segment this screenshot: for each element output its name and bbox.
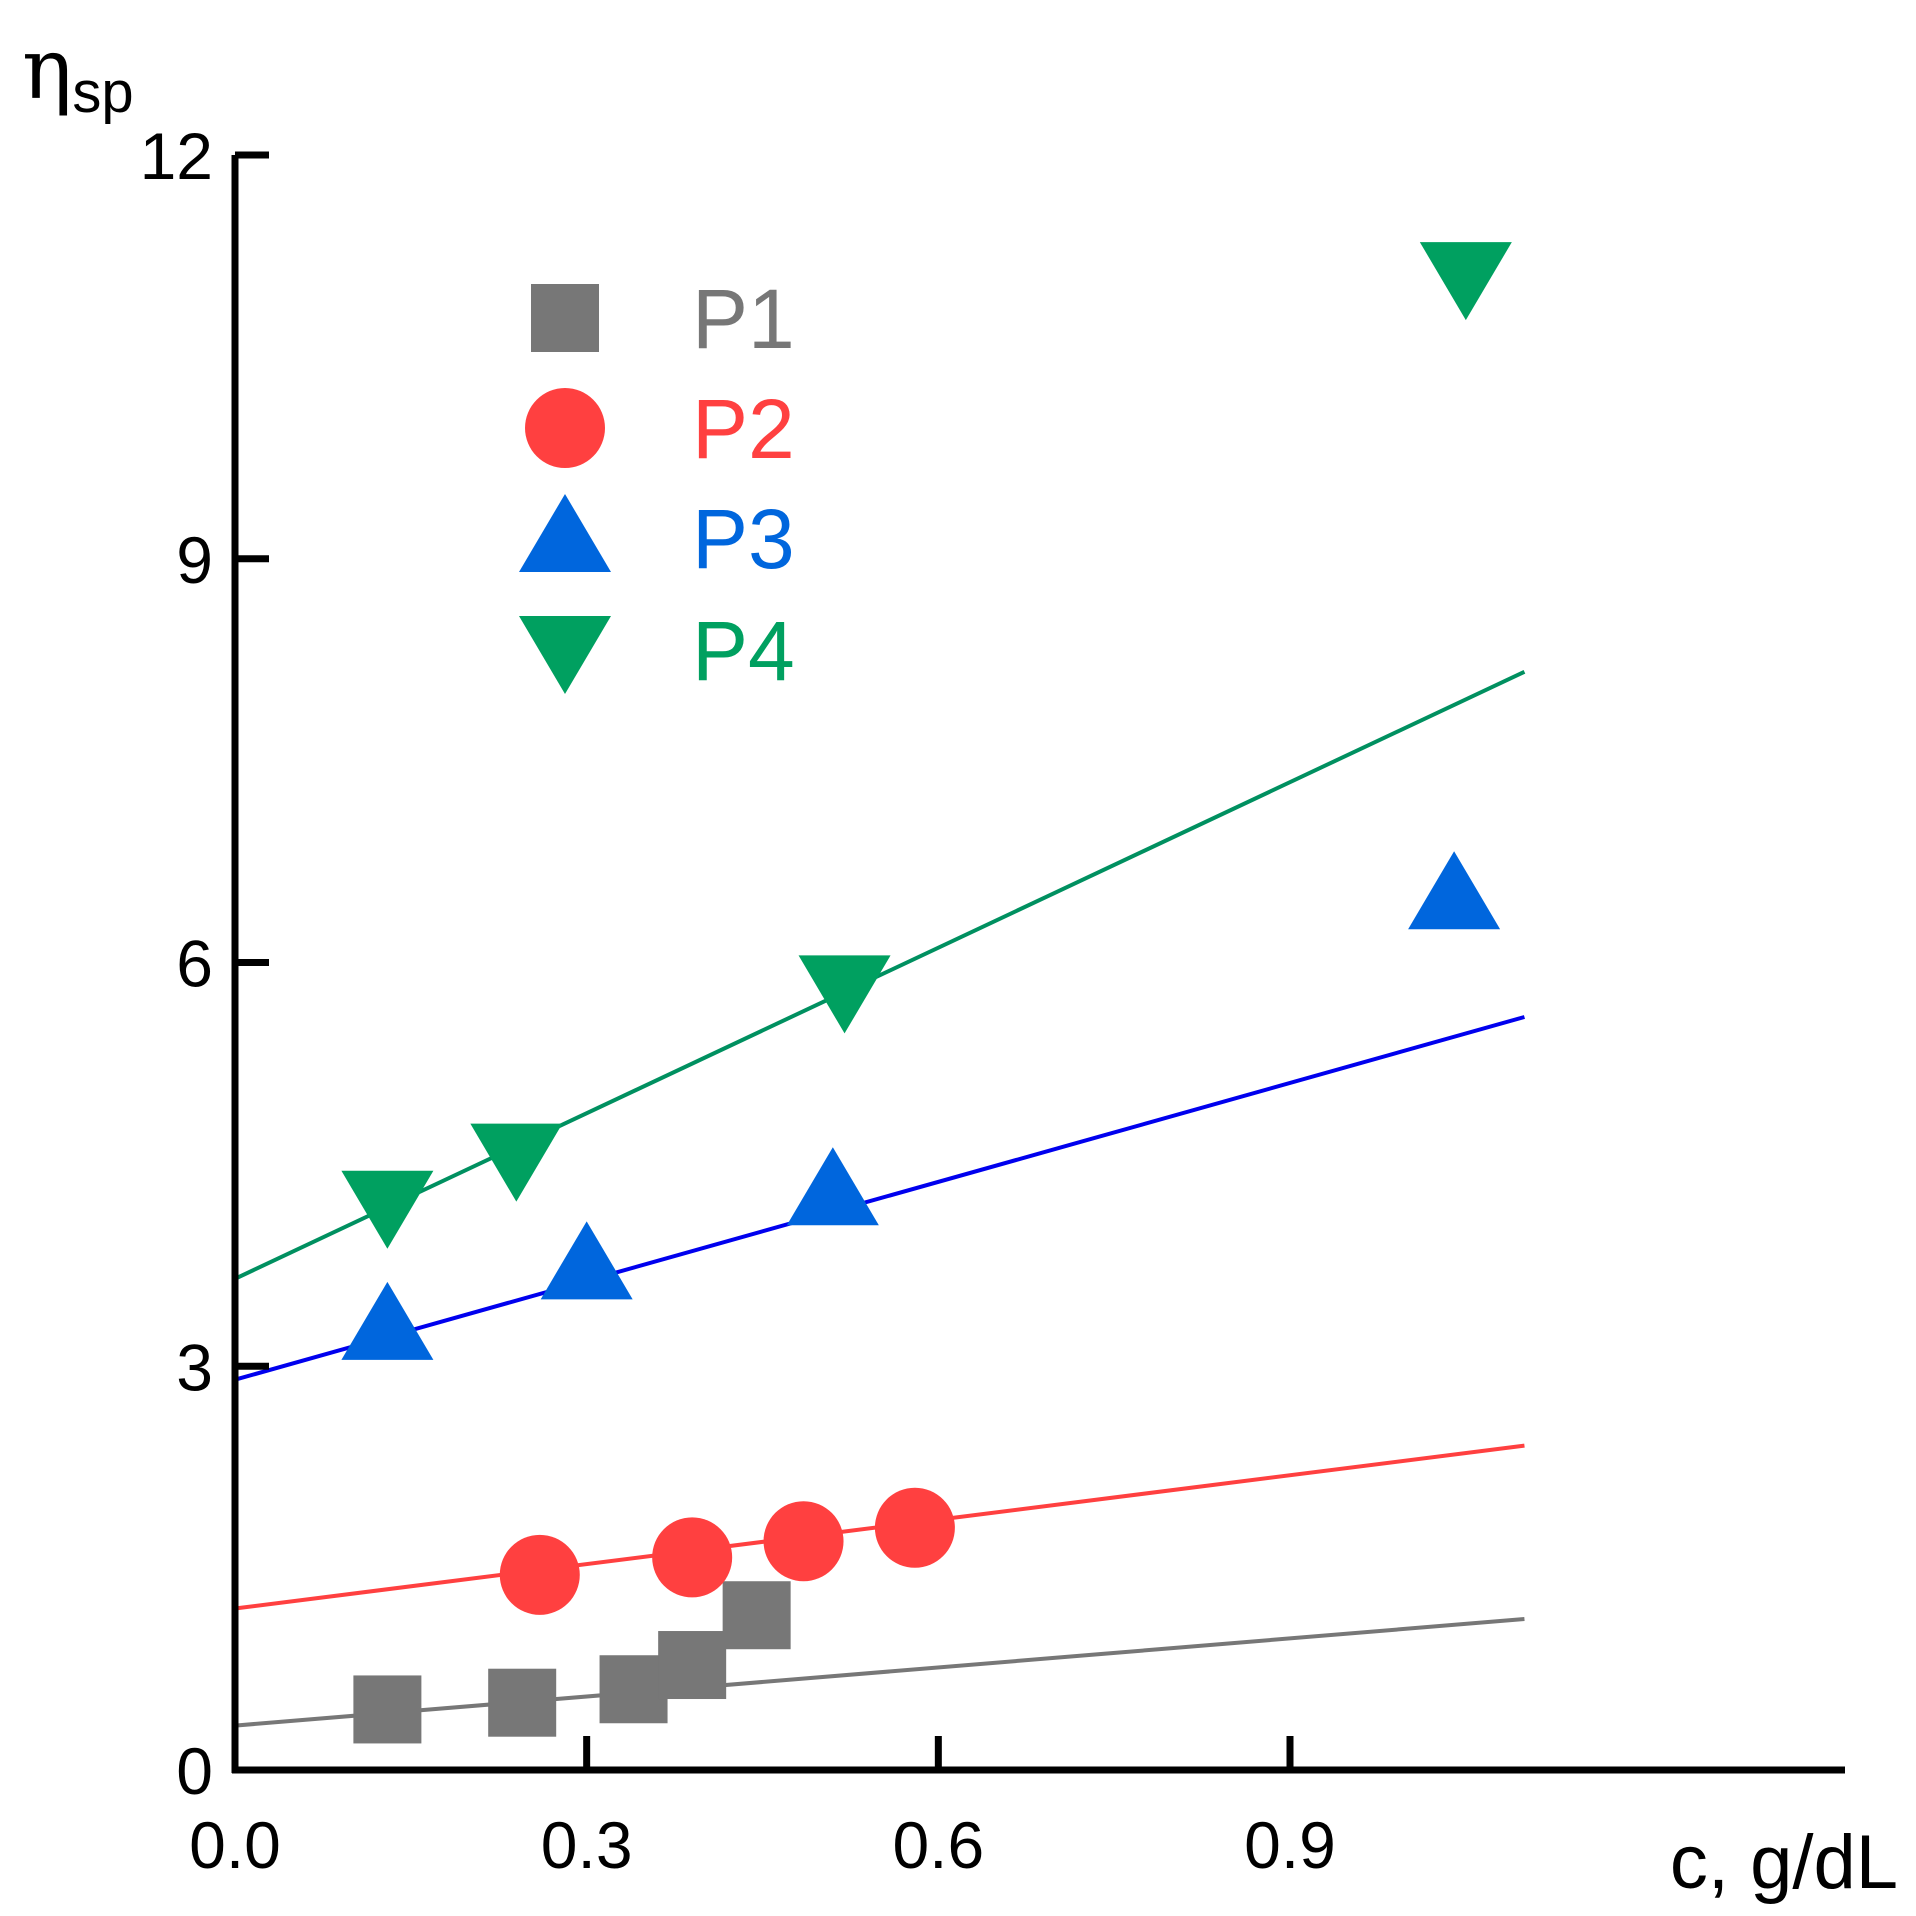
legend-label-p4: P4 (692, 604, 795, 698)
y-tick-label: 12 (140, 119, 213, 193)
point-p2 (652, 1517, 733, 1598)
legend-label-p2: P2 (692, 382, 795, 476)
point-p1 (353, 1675, 422, 1744)
legend-label-p1: P1 (692, 272, 795, 366)
legend-marker-p4 (519, 616, 611, 694)
point-p4 (470, 1123, 563, 1202)
ticks: 0 3 6 9 12 0.0 0.3 0.6 0.9 (140, 119, 1336, 1882)
point-p4 (341, 1170, 434, 1249)
legend-marker-p3 (519, 494, 611, 572)
point-p3 (1408, 851, 1501, 930)
point-p1 (599, 1655, 668, 1724)
point-p2 (763, 1501, 844, 1582)
y-axis-title-main: η (22, 20, 72, 118)
point-p3 (341, 1281, 434, 1360)
y-axis-title: ηsp (22, 20, 134, 125)
legend-marker-p2 (525, 388, 605, 468)
point-p1 (658, 1631, 727, 1700)
data-points (341, 242, 1512, 1744)
y-tick-label: 9 (176, 523, 213, 597)
point-p1 (488, 1668, 557, 1737)
x-tick-label: 0.9 (1244, 1808, 1336, 1882)
point-p2 (874, 1487, 955, 1568)
y-axis-title-sub: sp (72, 60, 133, 125)
fit-line-p4 (234, 669, 1526, 1281)
point-p4 (1419, 242, 1512, 321)
y-tick-label: 6 (176, 927, 213, 1001)
fit-line-p1 (234, 1617, 1525, 1728)
x-axis-title: c, g/dL (1670, 1820, 1898, 1905)
point-p2 (499, 1534, 580, 1615)
point-p1 (722, 1581, 791, 1650)
point-p4 (798, 955, 891, 1034)
fit-line-p3 (234, 1015, 1525, 1382)
y-tick-label: 0 (176, 1734, 213, 1808)
legend: P1 P2 P3 P4 (519, 272, 795, 698)
x-tick-label: 0.6 (892, 1808, 984, 1882)
fit-lines (234, 669, 1526, 1728)
x-tick-label: 0.0 (189, 1808, 281, 1882)
legend-label-p3: P3 (692, 492, 795, 586)
point-p3 (540, 1221, 633, 1300)
x-tick-label: 0.3 (541, 1808, 633, 1882)
y-tick-label: 3 (176, 1330, 213, 1404)
point-p3 (786, 1147, 879, 1226)
legend-marker-p1 (531, 284, 599, 352)
axes (231, 155, 1845, 1774)
